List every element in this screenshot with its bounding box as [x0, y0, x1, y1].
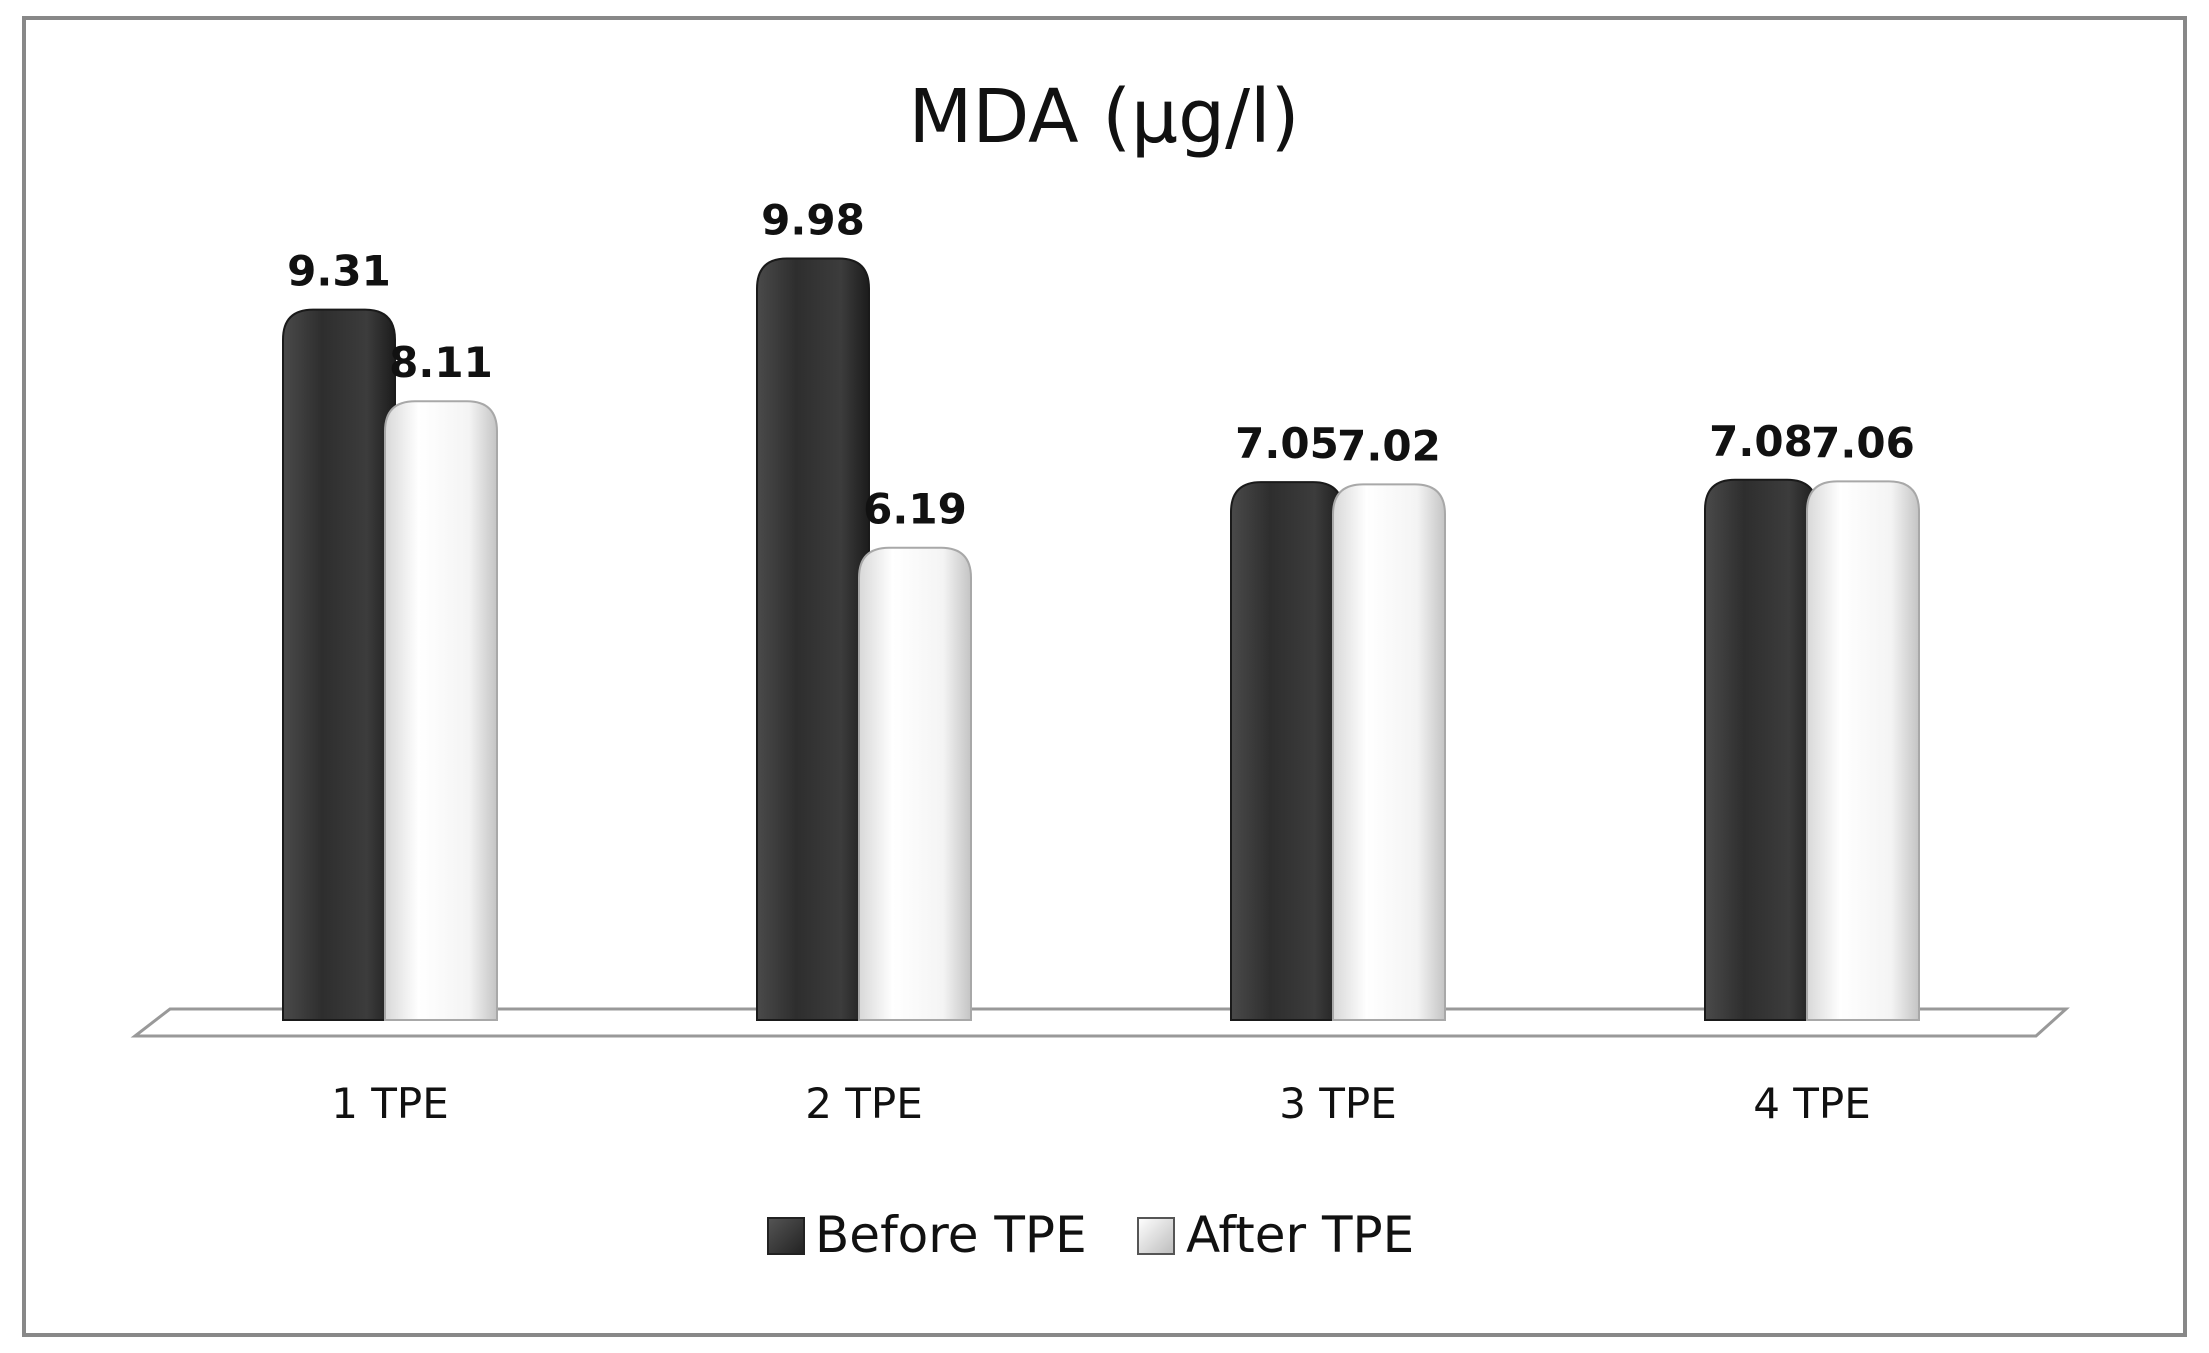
chart-floor [130, 1007, 2070, 1038]
data-label-before-1: 9.31 [287, 247, 391, 296]
bar-before-2 [756, 257, 870, 1021]
data-label-after-2: 6.19 [863, 485, 967, 534]
x-tick-labels-group: 1 TPE 2 TPE 3 TPE 4 TPE [331, 1079, 1871, 1128]
bar-after-3 [1332, 483, 1446, 1021]
legend: Before TPE After TPE [767, 1206, 1414, 1264]
bar-after-4 [1806, 480, 1920, 1021]
legend-swatch-before [767, 1217, 805, 1255]
data-labels-group: 9.31 8.11 9.98 6.19 7.057.02 7.087.06 [287, 196, 1915, 534]
bars-group [282, 257, 1920, 1021]
bar-before-4 [1704, 478, 1818, 1021]
bar-after-1 [384, 400, 498, 1021]
legend-swatch-after [1137, 1217, 1175, 1255]
bar-before-3 [1230, 481, 1344, 1021]
data-label-after-1: 8.11 [389, 338, 493, 387]
data-label-after-3: 7.02 [1337, 421, 1441, 470]
bar-before-1 [282, 308, 396, 1021]
x-tick-label-4: 4 TPE [1753, 1079, 1871, 1128]
bar-after-2 [858, 546, 972, 1021]
data-label-before-4: 7.08 [1709, 417, 1813, 466]
data-label-before-3: 7.05 [1235, 419, 1339, 468]
x-tick-label-2: 2 TPE [805, 1079, 923, 1128]
data-label-after-4: 7.06 [1811, 418, 1915, 467]
x-tick-label-3: 3 TPE [1279, 1079, 1397, 1128]
x-tick-label-1: 1 TPE [331, 1079, 449, 1128]
chart-title: MDA (µg/l) [909, 74, 1300, 160]
legend-label-before: Before TPE [815, 1206, 1087, 1264]
data-label-before-2: 9.98 [761, 196, 865, 245]
legend-label-after: After TPE [1186, 1206, 1414, 1264]
